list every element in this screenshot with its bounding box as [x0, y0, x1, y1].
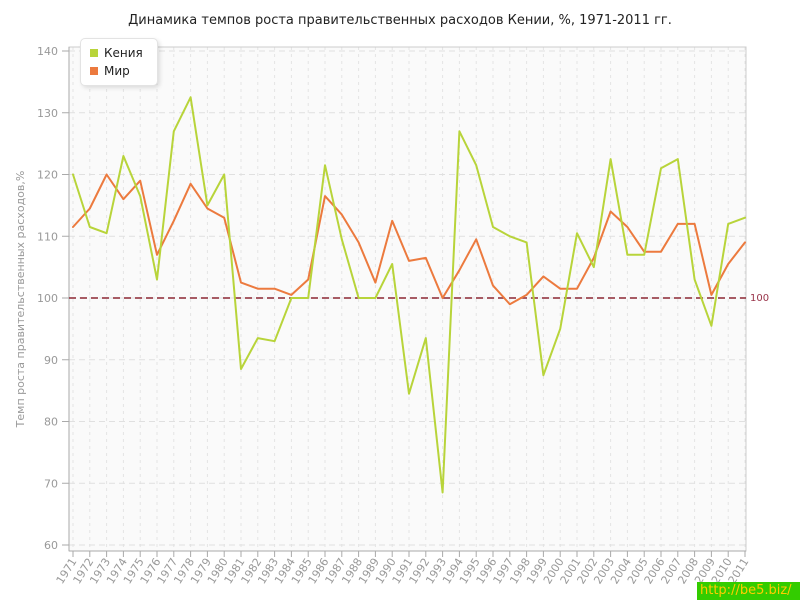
svg-text:110: 110 — [37, 230, 58, 243]
svg-text:130: 130 — [37, 107, 58, 120]
y-axis-title: Темп роста правительственных расходов,% — [14, 171, 27, 429]
watermark-link[interactable]: http://be5.biz/ — [697, 582, 800, 600]
svg-text:140: 140 — [37, 45, 58, 58]
world-series-marker — [90, 67, 98, 75]
kenya-series-line — [72, 96, 746, 494]
svg-text:100: 100 — [37, 292, 58, 305]
legend-item-world[interactable]: Мир — [90, 64, 143, 78]
svg-text:60: 60 — [44, 539, 58, 552]
legend: Кения Мир — [80, 38, 158, 86]
reference-line-label: 100 — [750, 293, 769, 304]
svg-text:90: 90 — [44, 354, 58, 367]
svg-text:120: 120 — [37, 169, 58, 182]
legend-label-world: Мир — [104, 64, 130, 78]
svg-text:80: 80 — [44, 416, 58, 429]
svg-text:70: 70 — [44, 477, 58, 490]
legend-label-kenya: Кения — [104, 46, 143, 60]
world-series-line — [72, 173, 746, 306]
kenya-series-marker — [90, 49, 98, 57]
legend-item-kenya[interactable]: Кения — [90, 46, 143, 60]
chart-title: Динамика темпов роста правительственных … — [128, 13, 672, 28]
